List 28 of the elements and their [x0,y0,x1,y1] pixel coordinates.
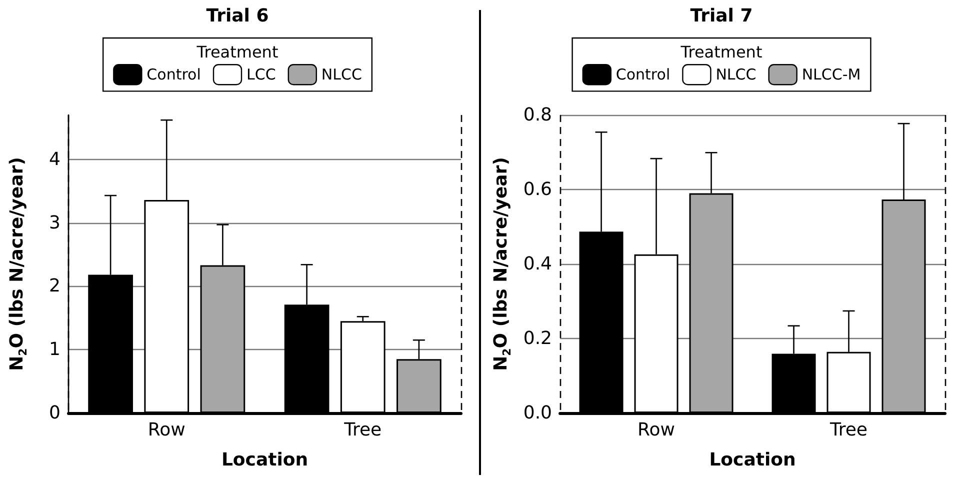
y-tick-label: 2 [49,276,60,297]
chart-title: Trial 7 [690,6,753,26]
y-tick-label: 1 [49,339,60,360]
y-tick-label: 0 [49,402,60,424]
y-tick-label: 0.0 [523,402,552,424]
legend-title: Treatment [196,42,278,62]
legend-label: NLCC [321,66,362,84]
chart-title: Trial 6 [206,6,269,26]
legend-label: NLCC-M [802,66,861,84]
y-tick-label: 0.2 [523,328,552,349]
legend-label: Control [616,66,670,84]
y-axis-title: N2O (lbs N/acre/year) [490,157,514,371]
legend-title: Treatment [680,42,762,62]
y-tick-label: 0.8 [523,104,552,126]
y-tick-label: 3 [49,212,60,234]
legend-label: NLCC [716,66,756,84]
y-tick-label: 4 [49,148,60,170]
x-axis-title: Location [221,450,308,470]
x-axis-title: Location [709,450,796,470]
x-tick-label: Row [148,420,186,440]
x-tick-label: Tree [343,420,382,440]
x-tick-label: Row [638,420,675,440]
x-tick-label: Tree [829,420,868,440]
y-tick-label: 0.4 [523,254,552,274]
legend-label: Control [146,66,201,84]
y-axis-title: N2O (lbs N/acre/year) [6,157,30,371]
legend-label: LCC [246,66,276,84]
y-tick-label: 0.6 [523,179,552,200]
